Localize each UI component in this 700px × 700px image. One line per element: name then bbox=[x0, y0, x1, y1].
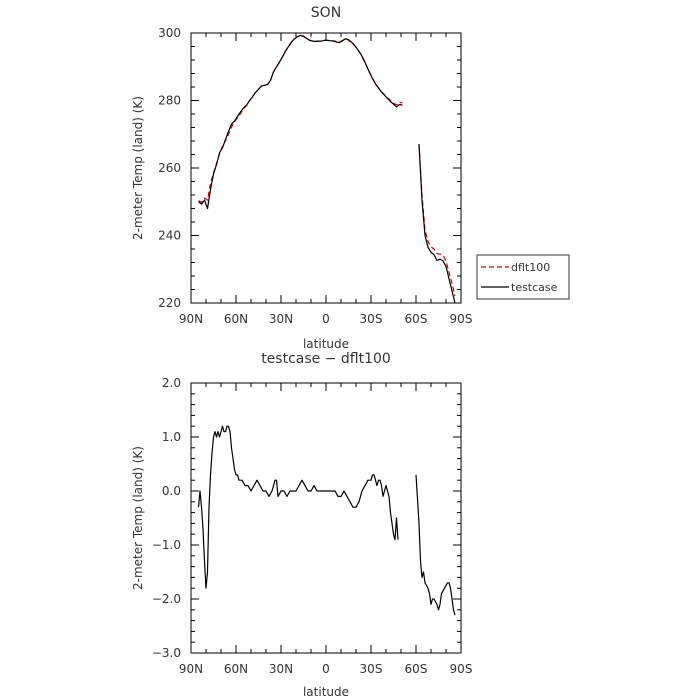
legend-box bbox=[476, 254, 570, 300]
legend: dflt100 testcase bbox=[476, 254, 570, 300]
bottom-x-axis-label: latitude bbox=[303, 685, 349, 699]
bottom-y-tick-label: 0.0 bbox=[162, 484, 181, 498]
bottom-y-tick-label: −2.0 bbox=[152, 592, 181, 606]
top-series bbox=[198, 34, 456, 304]
bottom-y-tick-label: −1.0 bbox=[152, 538, 181, 552]
top-y-tick-label: 300 bbox=[158, 26, 181, 40]
bottom-plot-frame bbox=[190, 382, 462, 654]
top-y-tick-label: 260 bbox=[158, 161, 181, 175]
bottom-series-difference-segment-1 bbox=[415, 474, 456, 616]
top-series-testcase-segment-1 bbox=[418, 143, 456, 304]
bottom-x-tick-label: 60S bbox=[405, 662, 428, 676]
top-y-tick-label: 220 bbox=[158, 296, 181, 310]
top-series-testcase-segment-0 bbox=[198, 34, 403, 210]
top-series-dflt100-segment-0 bbox=[198, 34, 403, 203]
bottom-y-axis-label: 2-meter Temp (land) (K) bbox=[131, 446, 145, 590]
bottom-panel: testcase − dflt100 90N 60N 30N 0 30S 60S 90S −3… bbox=[131, 351, 472, 699]
top-panel-title: SON bbox=[311, 5, 341, 21]
top-x-tick-label: 90N bbox=[179, 312, 203, 326]
top-axis-ticks bbox=[190, 32, 462, 304]
top-x-tick-label: 90S bbox=[450, 312, 473, 326]
legend-label-dflt100: dflt100 bbox=[511, 261, 550, 274]
bottom-series bbox=[197, 425, 456, 616]
bottom-axis-ticks bbox=[190, 382, 462, 654]
top-x-axis-label: latitude bbox=[303, 337, 349, 351]
top-x-tick-label: 60N bbox=[224, 312, 248, 326]
top-x-tick-label: 0 bbox=[322, 312, 330, 326]
top-y-tick-label: 240 bbox=[158, 229, 181, 243]
top-series-dflt100-segment-1 bbox=[418, 144, 456, 297]
bottom-x-tick-label: 60N bbox=[224, 662, 248, 676]
bottom-y-tick-label: 1.0 bbox=[162, 430, 181, 444]
bottom-x-tick-label: 90S bbox=[450, 662, 473, 676]
bottom-series-difference-segment-0 bbox=[197, 425, 399, 589]
bottom-y-tick-label: −3.0 bbox=[152, 646, 181, 660]
bottom-y-tick-label: 2.0 bbox=[162, 376, 181, 390]
bottom-x-tick-label: 30S bbox=[360, 662, 383, 676]
top-x-tick-label: 30S bbox=[360, 312, 383, 326]
legend-label-testcase: testcase bbox=[511, 281, 558, 294]
top-panel: SON 90N 60N 30N 0 30S 60S 90S 220 240 260 280 300 l… bbox=[131, 5, 472, 351]
bottom-x-tick-label: 0 bbox=[322, 662, 330, 676]
top-x-tick-label: 30N bbox=[269, 312, 293, 326]
bottom-x-tick-label: 90N bbox=[179, 662, 203, 676]
top-y-tick-label: 280 bbox=[158, 94, 181, 108]
bottom-tick-labels: 90N 60N 30N 0 30S 60S 90S −3.0 −2.0 −1.0 0.0 1.0 2.0 bbox=[152, 376, 473, 676]
top-y-axis-label: 2-meter Temp (land) (K) bbox=[131, 96, 145, 240]
bottom-panel-title: testcase − dflt100 bbox=[261, 351, 391, 367]
top-tick-labels: 90N 60N 30N 0 30S 60S 90S 220 240 260 280 300 bbox=[158, 26, 472, 326]
top-x-tick-label: 60S bbox=[405, 312, 428, 326]
bottom-x-tick-label: 30N bbox=[269, 662, 293, 676]
